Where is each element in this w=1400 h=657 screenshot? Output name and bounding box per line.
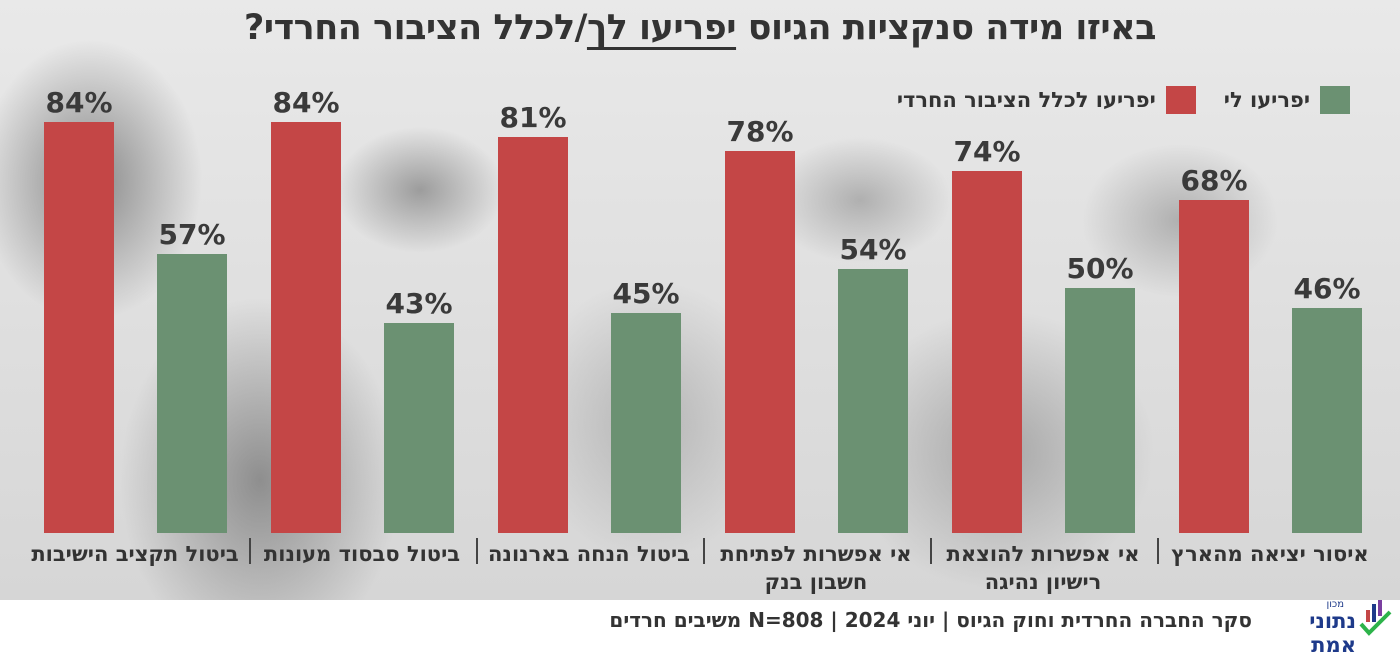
data-label: 84% bbox=[45, 86, 113, 119]
category-separator bbox=[930, 538, 932, 564]
legend-swatch-green bbox=[1320, 86, 1350, 114]
bar-me bbox=[384, 322, 454, 533]
logo-small-text: מכון bbox=[1326, 599, 1344, 610]
bar-me bbox=[1292, 307, 1362, 533]
logo-chart-check-icon bbox=[1359, 600, 1392, 636]
data-label: 78% bbox=[726, 115, 794, 149]
data-label: 50% bbox=[1066, 252, 1134, 286]
category-separator bbox=[703, 538, 705, 564]
category-separator bbox=[249, 538, 251, 564]
footer: סקר החברה החרדית וחוק הגיוס | יוני 2024 … bbox=[0, 599, 1400, 657]
bar-public bbox=[44, 122, 114, 533]
category-separator bbox=[476, 538, 478, 564]
bar-public bbox=[498, 136, 568, 533]
logo-text: נתוני אמת bbox=[1309, 609, 1356, 657]
title-part: /לכלל הציבור החרדי? bbox=[243, 8, 587, 48]
data-label: 84% bbox=[272, 86, 340, 119]
data-label: 46% bbox=[1293, 271, 1361, 305]
bar-public bbox=[725, 151, 795, 533]
legend-item-public: יפריעו לכלל הציבור החרדי bbox=[897, 86, 1196, 114]
bar-chart: 84% 57% ביטול תקציב הישיבות 84% 43% ביטול סבס… bbox=[31, 86, 1369, 594]
title-part: באיזו מידה סנקציות הגיוס bbox=[736, 8, 1157, 48]
footer-source: סקר החברה החרדית וחוק הגיוס | יוני 2024 … bbox=[609, 608, 1252, 632]
bar-public bbox=[1179, 200, 1249, 533]
bar-public bbox=[952, 170, 1022, 533]
data-label: 74% bbox=[953, 134, 1021, 168]
data-label: 68% bbox=[1180, 164, 1248, 198]
data-label: 45% bbox=[612, 276, 680, 310]
category-separator bbox=[1157, 538, 1159, 564]
category-label: ביטול הנחה בארנונה bbox=[488, 542, 690, 566]
category-label: ביטול תקציב הישיבות bbox=[31, 542, 239, 566]
bar-me bbox=[1065, 288, 1135, 533]
category-label: אי אפשרות להוצאת רישיון נהיגה bbox=[946, 542, 1140, 594]
category-label: איסור יציאה מהארץ bbox=[1171, 542, 1369, 566]
title-underlined: יפריעו לך bbox=[586, 8, 737, 48]
legend-label: יפריעו לי bbox=[1223, 88, 1310, 112]
data-label: 43% bbox=[385, 286, 453, 320]
logo: מכון נתוני אמת bbox=[1262, 599, 1392, 657]
legend-label: יפריעו לכלל הציבור החרדי bbox=[896, 88, 1156, 112]
bar-me bbox=[157, 254, 227, 533]
bar-me bbox=[838, 268, 908, 533]
data-label: 57% bbox=[158, 218, 226, 252]
chart-title: באיזו מידה סנקציות הגיוס יפריעו לך/לכלל … bbox=[0, 8, 1400, 48]
data-label: 54% bbox=[839, 232, 907, 266]
legend: יפריעו לי יפריעו לכלל הציבור החרדי bbox=[897, 86, 1350, 114]
bar-me bbox=[611, 312, 681, 533]
category-label: אי אפשרות לפתיחת חשבון בנק bbox=[720, 542, 912, 594]
legend-swatch-red bbox=[1165, 86, 1196, 114]
bar-public bbox=[271, 122, 341, 533]
data-label: 81% bbox=[499, 100, 567, 134]
legend-item-me: יפריעו לי bbox=[1224, 86, 1350, 114]
category-label: ביטול סבסוד מעונות bbox=[263, 542, 461, 566]
